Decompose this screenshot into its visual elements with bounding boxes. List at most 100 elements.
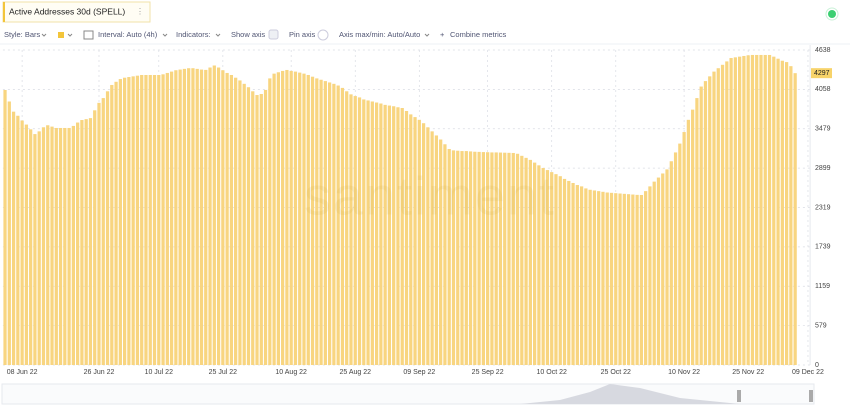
bar xyxy=(614,193,618,365)
bar xyxy=(71,125,75,366)
bar xyxy=(379,103,383,365)
bar xyxy=(417,119,421,366)
x-tick-label: 10 Aug 22 xyxy=(275,369,307,376)
bar xyxy=(315,78,319,365)
x-tick-label: 09 Sep 22 xyxy=(403,369,435,376)
bar xyxy=(682,132,686,365)
bar xyxy=(562,178,567,365)
bar xyxy=(67,127,71,365)
bar xyxy=(759,54,763,366)
bar xyxy=(789,66,793,365)
navigator-handle[interactable] xyxy=(809,390,813,402)
bar xyxy=(618,193,622,365)
x-tick-label: 08 Jun 22 xyxy=(7,369,38,376)
bar xyxy=(187,68,191,365)
bar xyxy=(268,78,272,365)
bar xyxy=(80,120,84,365)
bar xyxy=(716,68,720,365)
bar xyxy=(11,111,16,365)
bar xyxy=(597,191,601,365)
bar xyxy=(430,131,434,365)
bar xyxy=(178,69,182,366)
watermark: santiment xyxy=(304,166,556,226)
x-tick-label: 25 Aug 22 xyxy=(339,369,371,376)
color-swatch[interactable] xyxy=(58,32,64,38)
chevron xyxy=(67,33,73,37)
bar xyxy=(319,79,323,365)
y-tick-label: 1159 xyxy=(815,283,830,290)
bar xyxy=(238,80,242,365)
combine-metrics[interactable]: Combine metrics xyxy=(450,30,507,39)
bar xyxy=(609,192,614,365)
pin-axis-toggle[interactable] xyxy=(317,29,329,41)
axis-minmax-select[interactable]: Axis max/min: Auto/Auto xyxy=(339,30,420,39)
bar xyxy=(784,62,789,365)
x-tick-label: 25 Nov 22 xyxy=(732,369,764,376)
bar xyxy=(374,102,379,365)
bar xyxy=(550,172,554,365)
bar xyxy=(571,182,575,365)
bar xyxy=(605,192,609,365)
bar xyxy=(255,95,259,365)
x-tick-label: 26 Jun 22 xyxy=(84,369,115,376)
bar xyxy=(439,139,443,365)
bar xyxy=(652,181,656,365)
bar xyxy=(511,152,515,365)
bar xyxy=(447,149,451,365)
bar xyxy=(507,152,511,365)
bar xyxy=(669,161,673,365)
title-accent xyxy=(3,2,5,22)
bar xyxy=(456,150,460,365)
bar xyxy=(122,77,127,366)
bar xyxy=(673,152,678,365)
y-tick-label: 3479 xyxy=(815,126,831,133)
bar xyxy=(165,72,169,365)
bar xyxy=(118,79,122,365)
bar xyxy=(76,122,80,365)
bar xyxy=(33,134,37,365)
x-tick-label: 25 Oct 22 xyxy=(601,369,631,376)
bar xyxy=(97,102,101,365)
bar xyxy=(579,186,584,365)
bar xyxy=(242,83,246,366)
interval-select[interactable]: Interval: Auto (4h) xyxy=(98,30,158,39)
bar xyxy=(41,127,46,365)
bar xyxy=(131,76,135,366)
bar xyxy=(221,70,225,366)
bar xyxy=(229,74,234,365)
chart-title: Active Addresses 30d (SPELL) xyxy=(9,6,125,16)
bar xyxy=(58,127,63,365)
bar xyxy=(631,194,635,365)
bar xyxy=(46,125,50,366)
chevron xyxy=(41,33,47,37)
bar xyxy=(515,153,520,365)
bar xyxy=(793,73,797,366)
x-tick-label: 10 Oct 22 xyxy=(537,369,567,376)
bar xyxy=(225,72,229,365)
bar xyxy=(451,150,456,365)
bar xyxy=(396,107,400,365)
bar xyxy=(695,98,699,365)
x-tick-label: 09 Dec 22 xyxy=(792,369,824,376)
bar xyxy=(204,69,208,365)
bar xyxy=(592,190,597,365)
navigator-handle[interactable] xyxy=(737,390,741,402)
style-select[interactable]: Style: Bars xyxy=(4,30,41,39)
indicators-select[interactable]: Indicators: xyxy=(176,30,211,39)
bar xyxy=(725,61,729,365)
bar xyxy=(362,99,366,365)
menu-dots[interactable]: ⋮ xyxy=(136,7,144,16)
bar xyxy=(524,157,528,365)
bar xyxy=(473,151,477,365)
bar xyxy=(772,56,776,366)
bar xyxy=(93,110,97,365)
bar xyxy=(661,173,665,365)
x-tick-label: 10 Jul 22 xyxy=(145,369,174,376)
show-axis-checkbox[interactable] xyxy=(268,29,279,40)
bar xyxy=(216,67,221,365)
bar xyxy=(135,75,140,366)
bar xyxy=(182,68,187,365)
bar xyxy=(567,180,571,365)
bar xyxy=(50,126,54,365)
bar xyxy=(626,194,631,365)
